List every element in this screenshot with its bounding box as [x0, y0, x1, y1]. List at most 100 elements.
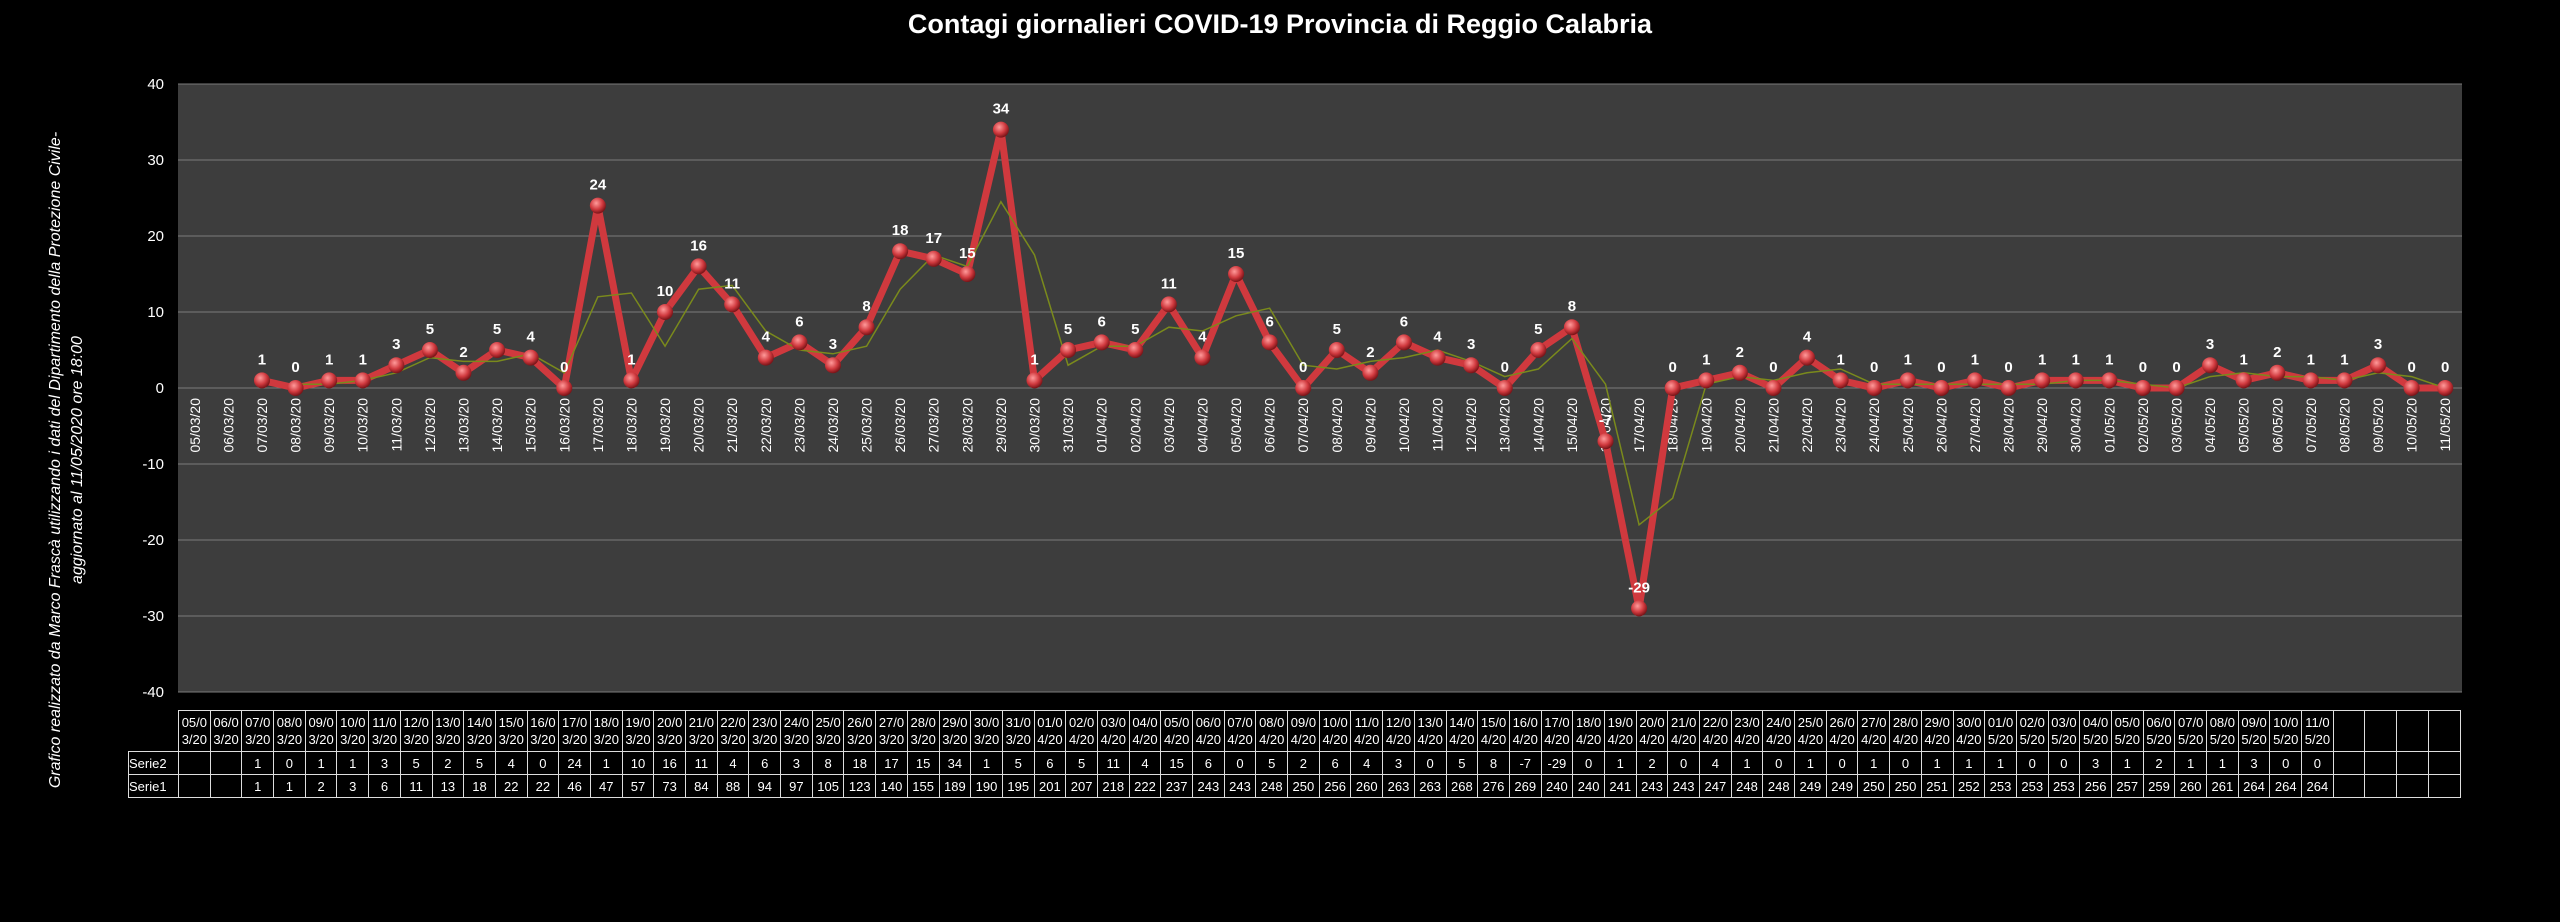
data-point [1530, 342, 1547, 358]
date-cell: 10/05/20 [2269, 710, 2303, 752]
y-tick-label: -30 [142, 608, 164, 625]
data-table: 05/03/20 06/03/20 07/03/20 08/03/20 09/03/20… [128, 710, 2461, 798]
value-cell: 5 [463, 751, 496, 775]
value-cell: 0 [1762, 751, 1796, 775]
value-cell: 218 [1096, 774, 1130, 798]
value-cell: 243 [1192, 774, 1225, 798]
date-cell: 10/04/20 [1318, 710, 1352, 752]
data-label: 15 [1228, 245, 1245, 262]
data-point [1328, 342, 1345, 358]
data-label: 1 [2072, 351, 2080, 368]
date-cell: 10/03/20 [336, 710, 370, 752]
x-tick-label: 15/03/20 [523, 398, 539, 453]
data-point [858, 319, 875, 336]
data-label: 1 [1904, 351, 1912, 368]
value-cell: 257 [2110, 774, 2144, 798]
x-tick-label: 29/04/20 [2034, 398, 2050, 453]
data-point [925, 250, 942, 267]
value-cell: 251 [1920, 774, 1954, 798]
data-label: 1 [1971, 351, 1979, 368]
value-cell: 264 [2237, 774, 2271, 798]
row-label: Serie2 [128, 751, 179, 775]
x-tick-label: 15/04/20 [1564, 398, 1580, 453]
date-cell: 31/03/20 [1001, 710, 1035, 752]
value-cell: 0 [2047, 751, 2081, 775]
x-tick-label: 08/05/20 [2336, 398, 2352, 453]
data-point [1429, 349, 1446, 366]
value-cell: 10 [621, 751, 655, 775]
date-cell: 03/05/20 [2047, 710, 2081, 752]
data-label: 3 [2374, 336, 2382, 353]
y-tick-label: 20 [147, 228, 164, 245]
data-point [1799, 349, 1816, 366]
x-tick-label: 30/04/20 [2068, 398, 2084, 453]
date-cell: 06/03/20 [209, 710, 243, 752]
data-point [2067, 372, 2084, 389]
value-cell: 260 [1350, 774, 1384, 798]
data-label: 1 [2105, 351, 2113, 368]
value-cell: 1 [2174, 751, 2207, 775]
date-cell: 28/04/20 [1889, 710, 1922, 752]
x-tick-label: 24/04/20 [1866, 398, 1882, 453]
x-tick-label: 28/03/20 [959, 398, 975, 453]
x-tick-label: 31/03/20 [1060, 398, 1076, 453]
date-cell: 26/04/20 [1825, 710, 1859, 752]
date-cell: 25/04/20 [1794, 710, 1827, 752]
data-label: 0 [1937, 359, 1945, 376]
data-label: 1 [1030, 351, 1038, 368]
data-label: 16 [690, 237, 707, 254]
data-label: 6 [1265, 313, 1273, 330]
date-cell: 22/04/20 [1699, 710, 1732, 752]
value-cell: 189 [938, 774, 972, 798]
value-cell: 240 [1572, 774, 1605, 798]
data-label: 6 [1098, 313, 1106, 330]
data-point [892, 243, 909, 260]
value-cell: 34 [938, 751, 972, 775]
data-label: 0 [1870, 359, 1878, 376]
value-cell: 0 [2015, 751, 2049, 775]
value-cell: 243 [1667, 774, 1700, 798]
data-point [253, 372, 270, 389]
date-cell: 22/03/20 [716, 710, 750, 752]
y-tick-label: -20 [142, 532, 164, 549]
value-cell: 190 [970, 774, 1003, 798]
date-cell: 27/03/20 [875, 710, 908, 752]
value-cell: 5 [1001, 751, 1035, 775]
value-cell: 4 [716, 751, 750, 775]
value-cell: 1 [1952, 751, 1986, 775]
data-point [354, 372, 371, 389]
value-cell: 13 [431, 774, 465, 798]
empty-cell [2396, 710, 2429, 752]
date-cell: 11/05/20 [2301, 710, 2334, 752]
date-cell: 04/04/20 [1128, 710, 1162, 752]
value-cell: 247 [1699, 774, 1732, 798]
date-cell: 24/03/20 [780, 710, 813, 752]
data-label: 1 [325, 351, 333, 368]
x-tick-label: 11/03/20 [388, 398, 404, 452]
value-cell: 1 [1794, 751, 1827, 775]
value-cell: 2 [431, 751, 465, 775]
value-cell [178, 774, 211, 798]
x-tick-label: 19/04/20 [1698, 398, 1714, 453]
data-label: 0 [1769, 359, 1777, 376]
value-cell: 0 [1667, 751, 1700, 775]
data-point [1395, 334, 1412, 351]
data-label: 1 [2340, 351, 2348, 368]
date-cell: 23/04/20 [1730, 710, 1764, 752]
date-cell: 26/03/20 [843, 710, 877, 752]
data-label: 11 [1161, 275, 1177, 292]
value-cell: 5 [399, 751, 433, 775]
data-point [2370, 357, 2387, 374]
x-tick-label: 09/05/20 [2370, 398, 2386, 453]
data-point [690, 258, 707, 275]
value-cell: 3 [336, 774, 370, 798]
y-tick-label: 0 [156, 380, 164, 397]
value-cell: 250 [1889, 774, 1922, 798]
value-cell: 0 [526, 751, 560, 775]
value-cell: 88 [716, 774, 750, 798]
date-cell: 08/04/20 [1255, 710, 1289, 752]
data-point [959, 266, 976, 282]
data-point [1295, 380, 1312, 396]
x-tick-label: 07/03/20 [254, 398, 270, 453]
